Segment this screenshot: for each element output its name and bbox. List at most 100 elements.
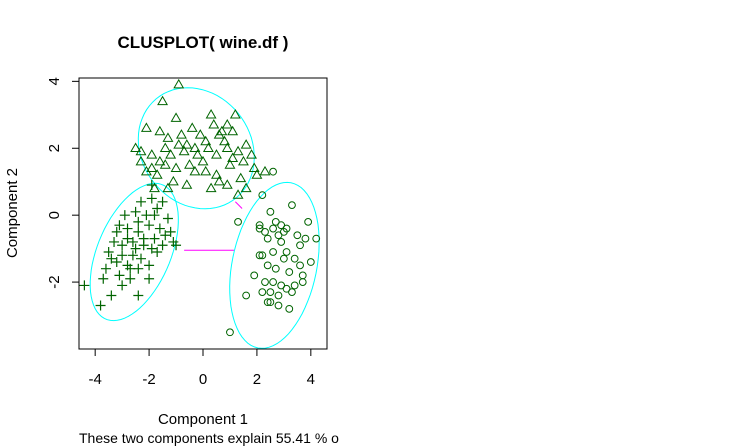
- circle-point: [258, 191, 267, 199]
- triangle-point: [232, 189, 244, 199]
- triangle-point: [259, 165, 271, 176]
- y-tick-label: 4: [46, 77, 63, 85]
- triangle-point: [211, 169, 222, 179]
- triangle-point: [248, 162, 260, 173]
- plus-point: [98, 273, 109, 284]
- plus-point: [146, 193, 157, 204]
- circle-point: [271, 264, 280, 273]
- plus-point: [117, 250, 128, 261]
- triangle-point: [221, 119, 233, 129]
- triangle-point: [224, 159, 236, 169]
- plus-point: [127, 250, 138, 261]
- triangle-point: [246, 149, 257, 159]
- plus-point: [149, 233, 160, 244]
- triangle-point: [200, 165, 212, 176]
- y-tick-label: 0: [46, 211, 63, 219]
- circle-point: [266, 298, 275, 307]
- plot-area: [78, 77, 328, 350]
- triangle-point: [165, 149, 177, 159]
- cluster-ellipse-1: [137, 87, 255, 210]
- triangle-point: [178, 145, 190, 156]
- triangle-point: [173, 139, 185, 149]
- triangle-point: [205, 182, 217, 193]
- circle-point: [298, 278, 307, 286]
- triangle-point: [181, 139, 193, 149]
- x-tick-label: 2: [253, 371, 261, 388]
- circle-point: [285, 268, 294, 276]
- plus-point: [122, 233, 133, 244]
- circle-point: [296, 241, 304, 250]
- triangle-point: [184, 159, 195, 169]
- y-axis-label: Component 2: [4, 168, 21, 258]
- plus-point: [127, 236, 138, 247]
- plus-point: [157, 240, 168, 251]
- circle-point: [296, 261, 304, 270]
- plus-point: [122, 223, 133, 234]
- triangle-point: [189, 165, 201, 176]
- y-tick-label: 2: [46, 144, 63, 152]
- plus-point: [165, 226, 176, 237]
- chart-subtitle: These two components explain 55.41 % o: [79, 430, 339, 446]
- cluster-connector-2: [234, 201, 243, 209]
- triangle-point: [194, 129, 206, 139]
- plot-frame: [78, 77, 328, 350]
- circle-point: [269, 167, 277, 176]
- triangle-point: [251, 169, 263, 179]
- plus-point: [162, 213, 173, 224]
- triangle-point: [154, 125, 166, 136]
- triangle-point: [240, 139, 252, 149]
- triangle-point: [221, 179, 233, 189]
- triangle-point: [146, 162, 158, 173]
- triangle-point: [200, 135, 212, 146]
- plus-point: [146, 180, 157, 191]
- circle-point: [269, 248, 277, 256]
- y-axis: -2 0 2 4: [46, 77, 80, 289]
- triangle-point: [197, 155, 209, 166]
- plus-point: [133, 216, 144, 227]
- circle-point: [288, 201, 296, 210]
- plus-point: [125, 263, 136, 274]
- triangle-point: [221, 142, 233, 152]
- triangle-point: [140, 165, 152, 176]
- plus-point: [79, 280, 90, 291]
- circle-point: [304, 217, 313, 226]
- circle-point: [274, 291, 283, 300]
- circle-point: [277, 238, 286, 246]
- triangle-point: [162, 132, 174, 142]
- circle-point: [282, 248, 291, 256]
- plus-point: [125, 273, 136, 284]
- circle-point: [263, 298, 272, 307]
- circle-point: [306, 258, 315, 266]
- circle-point: [266, 288, 275, 297]
- triangle-point: [189, 142, 201, 152]
- plus-point: [95, 300, 106, 311]
- triangle-point: [151, 169, 163, 179]
- circle-point: [261, 278, 269, 286]
- plus-point: [136, 253, 146, 264]
- circle-point: [258, 251, 267, 260]
- triangle-point: [135, 145, 147, 156]
- triangle-point: [130, 142, 142, 152]
- triangle-point: [154, 155, 166, 166]
- plus-point: [160, 230, 171, 241]
- triangle-point: [202, 142, 214, 152]
- triangle-point: [229, 108, 241, 119]
- triangle-point: [219, 135, 231, 146]
- circle-point: [274, 231, 283, 240]
- circle-point: [285, 304, 294, 313]
- plus-point: [106, 253, 117, 264]
- chart-title: CLUSPLOT( wine.df ): [118, 33, 289, 52]
- circle-point: [293, 231, 302, 240]
- circle-point: [258, 288, 267, 297]
- circle-point: [288, 288, 296, 297]
- triangle-point: [227, 125, 239, 136]
- cluster-connectors: [184, 201, 243, 251]
- plus-point: [111, 257, 122, 268]
- circle-point: [298, 271, 307, 280]
- plus-point: [144, 260, 155, 271]
- triangle-point: [211, 149, 222, 159]
- circle-point: [290, 281, 299, 290]
- plus-point: [138, 233, 149, 244]
- plus-point: [133, 226, 144, 237]
- plus-point: [144, 220, 155, 231]
